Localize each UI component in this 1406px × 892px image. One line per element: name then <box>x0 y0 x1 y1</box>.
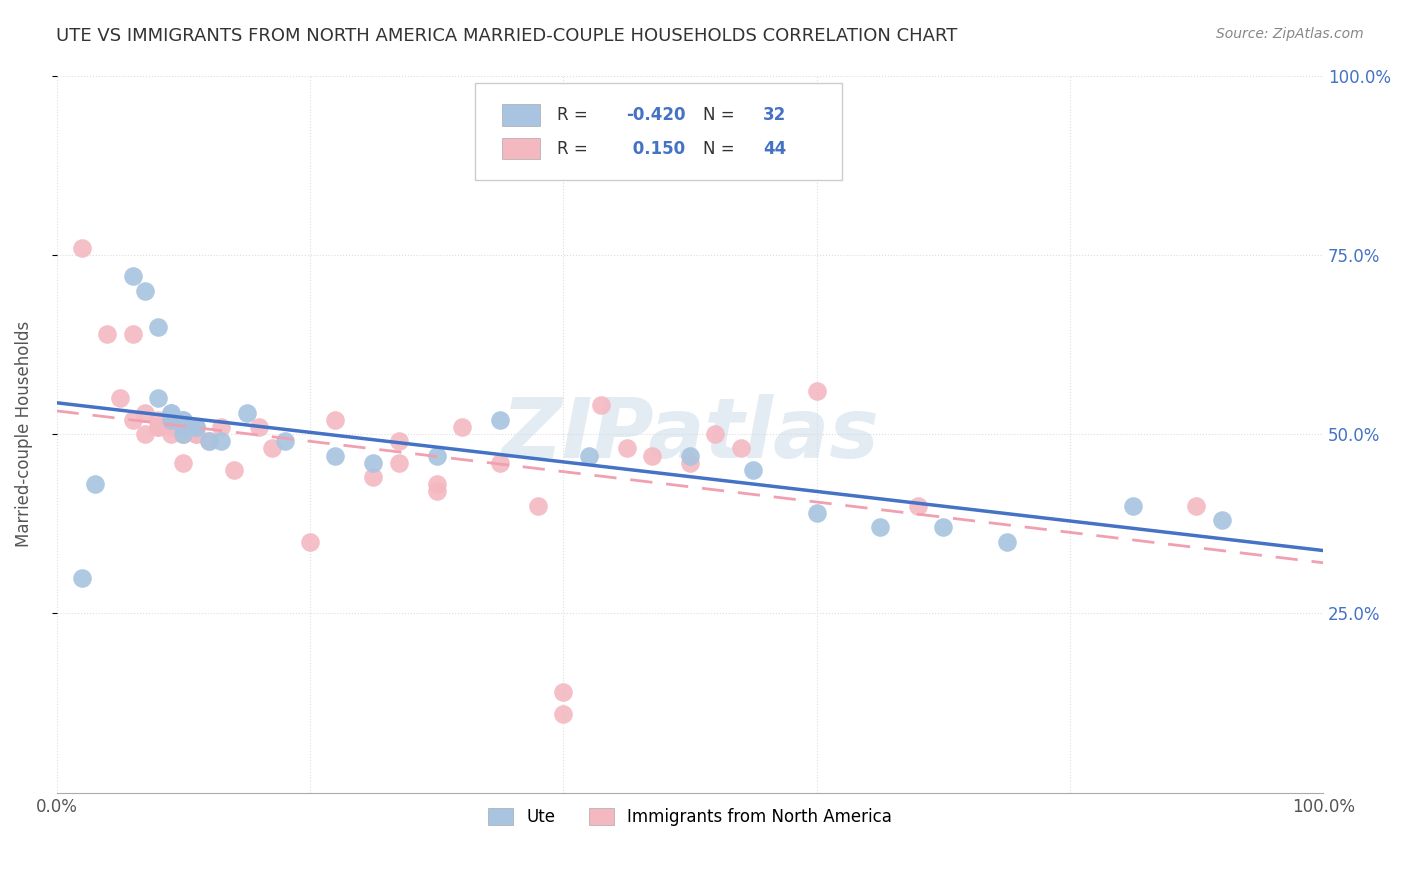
Point <box>995 534 1018 549</box>
Text: 44: 44 <box>763 140 786 158</box>
Point <box>426 449 449 463</box>
Point <box>553 706 575 721</box>
Point <box>209 434 232 449</box>
FancyBboxPatch shape <box>502 104 540 126</box>
Point <box>108 391 131 405</box>
Point <box>197 434 219 449</box>
Point <box>1211 513 1233 527</box>
Point <box>172 420 194 434</box>
Point <box>806 384 828 398</box>
Point <box>578 449 600 463</box>
Text: 32: 32 <box>763 106 786 124</box>
Point <box>146 420 169 434</box>
Point <box>387 456 409 470</box>
Point <box>247 420 270 434</box>
Point <box>159 406 181 420</box>
Point <box>361 470 384 484</box>
Point <box>121 413 143 427</box>
Point <box>172 413 194 427</box>
Text: N =: N = <box>703 106 740 124</box>
Point <box>489 456 512 470</box>
Point <box>527 499 550 513</box>
FancyBboxPatch shape <box>475 83 842 179</box>
Text: 0.150: 0.150 <box>627 140 685 158</box>
Point <box>451 420 474 434</box>
Point <box>553 685 575 699</box>
Point <box>489 413 512 427</box>
Point <box>159 427 181 442</box>
Point <box>235 406 257 420</box>
Point <box>172 413 194 427</box>
Point <box>197 434 219 449</box>
Point <box>260 442 283 456</box>
Point <box>273 434 295 449</box>
Point <box>679 449 702 463</box>
Point <box>323 413 346 427</box>
Point <box>172 427 194 442</box>
Point <box>387 434 409 449</box>
Point <box>146 420 169 434</box>
Point <box>869 520 891 534</box>
Point <box>641 449 664 463</box>
Point <box>1185 499 1208 513</box>
Point <box>121 326 143 341</box>
Point <box>426 484 449 499</box>
Point <box>121 269 143 284</box>
Text: R =: R = <box>557 106 593 124</box>
Point <box>591 398 613 412</box>
Text: UTE VS IMMIGRANTS FROM NORTH AMERICA MARRIED-COUPLE HOUSEHOLDS CORRELATION CHART: UTE VS IMMIGRANTS FROM NORTH AMERICA MAR… <box>56 27 957 45</box>
Point <box>932 520 955 534</box>
Point <box>742 463 765 477</box>
Point <box>70 570 93 584</box>
Point <box>222 463 245 477</box>
Point <box>172 427 194 442</box>
Point <box>146 413 169 427</box>
Point <box>184 420 207 434</box>
Point <box>134 406 156 420</box>
Text: Source: ZipAtlas.com: Source: ZipAtlas.com <box>1216 27 1364 41</box>
Point <box>159 420 181 434</box>
Point <box>184 427 207 442</box>
Point <box>146 319 169 334</box>
Point <box>209 420 232 434</box>
Point <box>426 477 449 491</box>
Point <box>679 456 702 470</box>
Text: N =: N = <box>703 140 740 158</box>
Point <box>616 442 638 456</box>
Point <box>96 326 118 341</box>
Point <box>172 420 194 434</box>
Point <box>323 449 346 463</box>
Point <box>1122 499 1144 513</box>
Point <box>146 391 169 405</box>
Text: ZIPatlas: ZIPatlas <box>501 393 879 475</box>
Point <box>907 499 929 513</box>
Point <box>730 442 752 456</box>
Text: R =: R = <box>557 140 593 158</box>
Point <box>172 427 194 442</box>
Point <box>184 427 207 442</box>
Point <box>172 456 194 470</box>
Point <box>806 506 828 520</box>
FancyBboxPatch shape <box>502 138 540 160</box>
Point <box>83 477 105 491</box>
Text: -0.420: -0.420 <box>627 106 686 124</box>
Point <box>361 456 384 470</box>
Point <box>704 427 727 442</box>
Point <box>134 284 156 298</box>
Point <box>159 406 181 420</box>
Point <box>184 420 207 434</box>
Y-axis label: Married-couple Households: Married-couple Households <box>15 321 32 547</box>
Legend: Ute, Immigrants from North America: Ute, Immigrants from North America <box>479 800 900 835</box>
Point <box>70 241 93 255</box>
Point <box>134 427 156 442</box>
Point <box>159 413 181 427</box>
Point <box>298 534 321 549</box>
